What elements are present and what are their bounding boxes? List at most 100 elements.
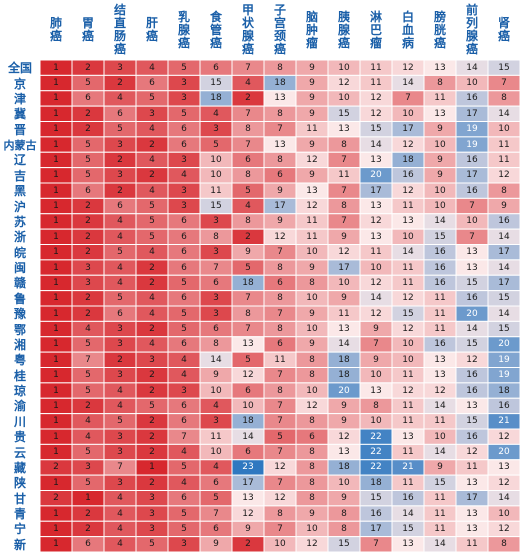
cell-value-label: 1 <box>53 78 59 89</box>
cell-value-label: 2 <box>117 354 123 365</box>
cell-value-label: 6 <box>245 385 251 396</box>
cell-value-label: 4 <box>149 308 155 319</box>
cell-value-label: 1 <box>53 539 59 550</box>
column-header: 甲 状 腺 癌 <box>241 3 254 56</box>
cell-value-label: 4 <box>181 170 187 181</box>
cell-value-label: 9 <box>341 400 347 411</box>
cell-value-label: 2 <box>149 324 155 335</box>
row-header: 湘 <box>13 337 26 352</box>
cell-value-label: 1 <box>53 231 59 242</box>
cell-value-label: 15 <box>498 293 510 304</box>
cell-value-label: 7 <box>85 354 91 365</box>
row-header: 沪 <box>13 199 26 214</box>
cell-value-label: 4 <box>85 431 91 442</box>
cell-value-label: 18 <box>370 477 382 488</box>
cell-value-label: 6 <box>181 216 187 227</box>
cell-value-label: 12 <box>242 508 254 519</box>
cell-value-label: 1 <box>53 93 59 104</box>
cell-value-label: 15 <box>434 477 446 488</box>
cell-value-label: 6 <box>181 124 187 135</box>
cell-value-label: 14 <box>498 308 510 319</box>
cell-value-label: 9 <box>309 262 315 273</box>
cell-value-label: 12 <box>498 431 510 442</box>
cell-value-label: 11 <box>402 447 414 458</box>
cell-value-label: 8 <box>309 447 315 458</box>
cell-value-label: 1 <box>53 262 59 273</box>
cell-value-label: 13 <box>338 447 350 458</box>
cell-value-label: 16 <box>434 339 446 350</box>
cell-value-label: 7 <box>469 231 475 242</box>
row-header: 川 <box>13 414 26 429</box>
cell-value-label: 5 <box>181 523 187 534</box>
row-header: 鄂 <box>13 322 26 337</box>
cell-value-label: 9 <box>373 324 379 335</box>
cell-value-label: 8 <box>277 262 283 273</box>
cell-value-label: 5 <box>117 293 123 304</box>
cell-value-label: 14 <box>434 216 446 227</box>
cell-value-label: 13 <box>370 201 382 212</box>
row-header: 豫 <box>13 307 26 322</box>
cell-value-label: 7 <box>277 400 283 411</box>
cell-value-label: 7 <box>341 154 347 165</box>
cell-value-label: 6 <box>245 447 251 458</box>
cell-value-label: 10 <box>434 139 446 150</box>
cell-value-label: 11 <box>370 247 382 258</box>
cell-value-label: 4 <box>245 78 251 89</box>
cell-value-label: 7 <box>245 108 251 119</box>
row-header: 浙 <box>13 230 26 245</box>
cell-value-label: 3 <box>117 170 123 181</box>
column-header: 肝 癌 <box>145 16 158 43</box>
cell-value-label: 6 <box>245 154 251 165</box>
cell-value-label: 7 <box>245 62 251 73</box>
cell-value-label: 2 <box>85 400 91 411</box>
cell-value-label: 10 <box>434 185 446 196</box>
cell-value-label: 11 <box>210 185 222 196</box>
cell-value-label: 11 <box>434 324 446 335</box>
cell-value-label: 5 <box>181 108 187 119</box>
cell-value-label: 8 <box>309 370 315 381</box>
cell-value-label: 6 <box>181 231 187 242</box>
cell-value-label: 18 <box>338 354 350 365</box>
cell-value-label: 4 <box>117 216 123 227</box>
cell-value-label: 10 <box>370 262 382 273</box>
cell-value-label: 10 <box>210 170 222 181</box>
cell-value-label: 1 <box>53 339 59 350</box>
cell-value-label: 1 <box>53 354 59 365</box>
cell-value-label: 5 <box>85 370 91 381</box>
cell-value-label: 17 <box>370 523 382 534</box>
cell-value-label: 6 <box>117 201 123 212</box>
cell-value-label: 7 <box>117 462 123 473</box>
cell-value-label: 2 <box>117 185 123 196</box>
cell-value-label: 4 <box>213 462 219 473</box>
cell-value-label: 1 <box>53 216 59 227</box>
cell-value-label: 16 <box>434 247 446 258</box>
cell-value-label: 4 <box>149 185 155 196</box>
cell-value-label: 7 <box>245 324 251 335</box>
cell-value-label: 5 <box>85 154 91 165</box>
cell-value-label: 17 <box>466 108 478 119</box>
cell-value-label: 6 <box>213 277 219 288</box>
cell-value-label: 2 <box>149 431 155 442</box>
cell-value-label: 15 <box>402 523 414 534</box>
cell-value-label: 14 <box>370 293 382 304</box>
cell-value-label: 1 <box>53 277 59 288</box>
cell-value-label: 11 <box>370 62 382 73</box>
cell-value-label: 11 <box>434 308 446 319</box>
cell-value-label: 21 <box>498 416 510 427</box>
cell-value-label: 1 <box>53 154 59 165</box>
cell-value-label: 18 <box>274 78 286 89</box>
row-header: 陕 <box>13 476 26 491</box>
cell-value-label: 18 <box>338 462 350 473</box>
cell-value-label: 16 <box>370 508 382 519</box>
cell-value-label: 15 <box>466 416 478 427</box>
cell-value-label: 4 <box>117 262 123 273</box>
cell-value-label: 15 <box>338 108 350 119</box>
cell-value-label: 8 <box>309 416 315 427</box>
cell-value-label: 5 <box>149 201 155 212</box>
cell-value-label: 8 <box>277 154 283 165</box>
column-header: 脑 肿 瘤 <box>305 9 318 50</box>
cell-value-label: 2 <box>149 277 155 288</box>
cell-value-label: 14 <box>434 539 446 550</box>
cell-value-label: 14 <box>498 231 510 242</box>
